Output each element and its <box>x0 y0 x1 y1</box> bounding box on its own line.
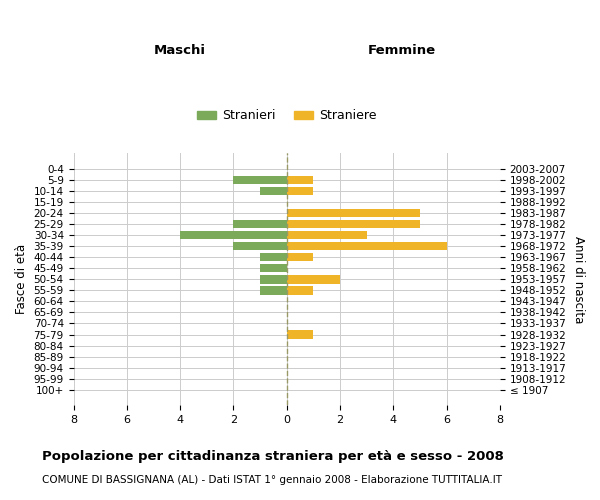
Bar <box>260 253 287 262</box>
Bar <box>287 209 420 218</box>
Text: Maschi: Maschi <box>154 44 206 58</box>
Text: Femmine: Femmine <box>368 44 436 58</box>
Bar <box>233 176 287 184</box>
Bar <box>287 253 313 262</box>
Bar <box>260 275 287 283</box>
Bar <box>180 231 287 239</box>
Bar <box>287 242 446 250</box>
Bar <box>287 176 313 184</box>
Bar <box>260 286 287 294</box>
Bar <box>233 220 287 228</box>
Y-axis label: Anni di nascita: Anni di nascita <box>572 236 585 323</box>
Bar <box>287 231 367 239</box>
Bar <box>287 330 313 338</box>
Bar <box>287 187 313 195</box>
Bar <box>260 264 287 272</box>
Bar <box>260 187 287 195</box>
Bar <box>287 220 420 228</box>
Text: Popolazione per cittadinanza straniera per età e sesso - 2008: Popolazione per cittadinanza straniera p… <box>42 450 504 463</box>
Bar <box>287 275 340 283</box>
Legend: Stranieri, Straniere: Stranieri, Straniere <box>192 104 382 128</box>
Text: COMUNE DI BASSIGNANA (AL) - Dati ISTAT 1° gennaio 2008 - Elaborazione TUTTITALIA: COMUNE DI BASSIGNANA (AL) - Dati ISTAT 1… <box>42 475 502 485</box>
Bar <box>233 242 287 250</box>
Bar <box>287 286 313 294</box>
Y-axis label: Fasce di età: Fasce di età <box>15 244 28 314</box>
